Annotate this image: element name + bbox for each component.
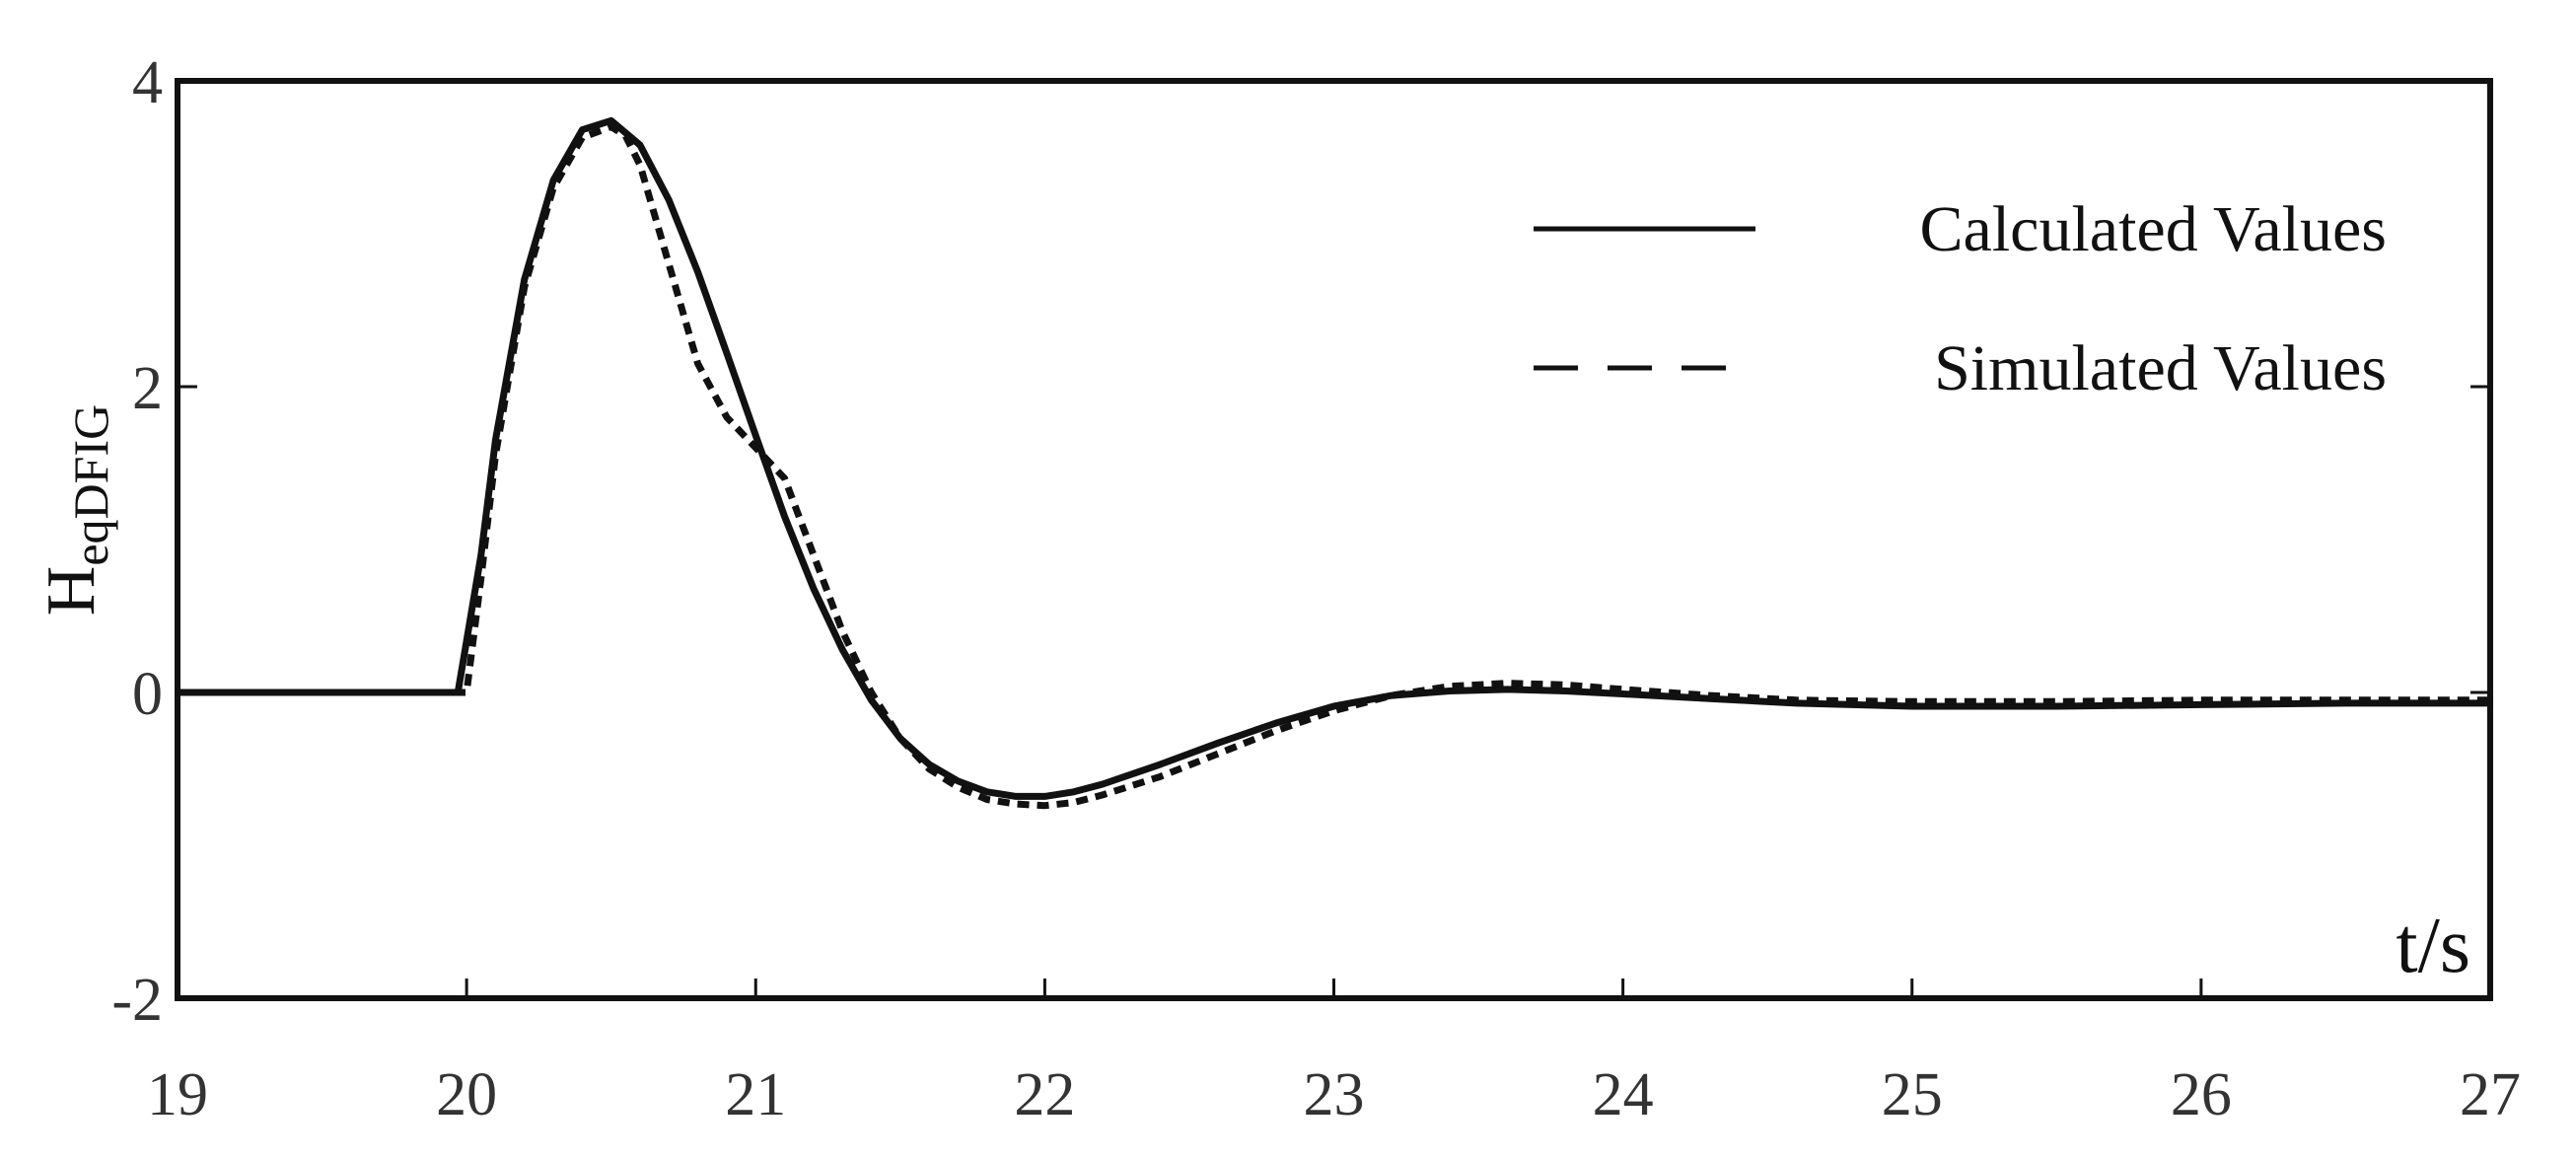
series-line-calculated: [178, 116, 2490, 800]
legend: Calculated Values Simulated Values: [1534, 193, 2387, 404]
x-tick-label: 26: [2171, 1061, 2232, 1128]
y-axis-label-main: H: [34, 566, 109, 616]
y-tick-label: 0: [132, 661, 163, 728]
y-tick-label: 4: [132, 49, 163, 116]
legend-label-calculated: Calculated Values: [1920, 193, 2387, 265]
series-layer: [178, 116, 2490, 810]
x-tick-label: 25: [1882, 1061, 1943, 1128]
x-tick-label: 22: [1014, 1061, 1075, 1128]
x-tick-label: 24: [1593, 1061, 1654, 1128]
y-axis-label: HeqDFIG: [34, 404, 118, 616]
legend-label-simulated: Simulated Values: [1934, 332, 2387, 404]
x-axis-label: t/s: [2396, 903, 2470, 989]
y-axis-label-subscript: eqDFIG: [63, 404, 118, 566]
x-tick-label: 21: [725, 1061, 786, 1128]
x-tick-label: 27: [2460, 1061, 2521, 1128]
x-tick-label: 19: [147, 1061, 208, 1128]
y-tick-label: -2: [111, 967, 163, 1034]
x-tick-label: 20: [436, 1061, 497, 1128]
series-line-simulated: [178, 123, 2490, 810]
y-tick-label: 2: [132, 355, 163, 422]
plot-frame: [175, 78, 2493, 1001]
x-tick-label: 23: [1304, 1061, 1365, 1128]
